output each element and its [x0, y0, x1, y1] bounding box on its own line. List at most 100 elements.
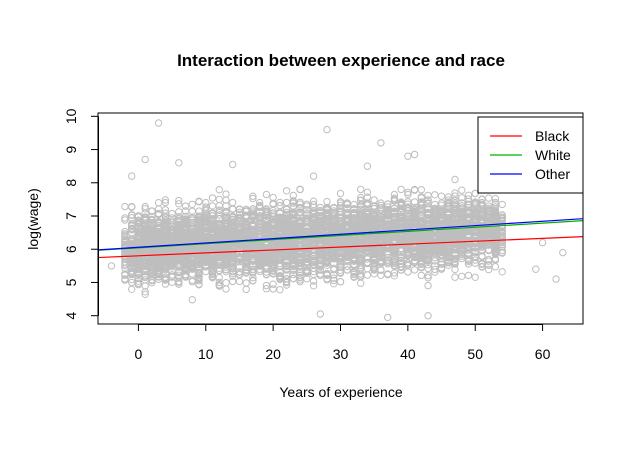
scatter-point: [168, 246, 176, 255]
scatter-point: [249, 209, 257, 217]
scatter-point: [485, 261, 493, 269]
scatter-point: [309, 197, 318, 205]
scatter-point: [336, 204, 345, 213]
scatter-point: [498, 229, 506, 238]
scatter-point: [262, 205, 271, 214]
scatter-point: [431, 204, 439, 213]
scatter-point: [121, 216, 129, 224]
scatter-point: [437, 247, 446, 255]
scatter-point: [404, 262, 412, 270]
scatter-point: [458, 186, 466, 194]
scatter-point: [256, 238, 264, 246]
scatter-point: [444, 198, 452, 206]
scatter-point: [161, 217, 170, 226]
scatter-point: [289, 254, 297, 262]
scatter-point: [350, 269, 358, 277]
scatter-point: [195, 234, 203, 242]
scatter-point: [215, 258, 224, 266]
scatter-point: [336, 278, 345, 286]
scatter-point: [357, 279, 365, 287]
scatter-point: [404, 268, 412, 276]
scatter-point: [262, 224, 271, 233]
scatter-point: [276, 286, 284, 294]
scatter-point: [437, 264, 446, 272]
scatter-point: [175, 213, 183, 221]
scatter-point: [249, 262, 257, 271]
scatter-point: [451, 189, 459, 197]
scatter-point: [195, 273, 203, 281]
scatter-point: [235, 217, 244, 226]
scatter-point: [121, 232, 129, 241]
scatter-point: [215, 206, 224, 214]
scatter-point: [384, 214, 392, 223]
scatter-point: [437, 250, 446, 259]
scatter-point: [175, 224, 183, 232]
scatter-point: [175, 256, 183, 264]
scatter-point: [148, 207, 156, 215]
scatter-point: [215, 240, 224, 248]
scatter-point: [296, 263, 304, 271]
scatter-point: [336, 220, 345, 228]
scatter-point: [417, 193, 425, 201]
scatter-point: [377, 239, 385, 247]
scatter-point: [390, 209, 399, 217]
scatter-point: [235, 252, 244, 261]
scatter-point: [424, 271, 432, 280]
scatter-point: [282, 281, 291, 289]
scatter-point: [498, 268, 506, 276]
scatter-point: [141, 231, 149, 239]
scatter-point: [249, 194, 257, 203]
scatter-point: [424, 274, 432, 282]
scatter-point: [181, 207, 190, 215]
scatter-point: [424, 230, 432, 238]
scatter-point: [296, 208, 304, 216]
scatter-point: [491, 255, 500, 263]
scatter-point: [242, 235, 250, 243]
scatter-point: [330, 280, 338, 288]
scatter-point: [410, 210, 419, 218]
scatter-point: [134, 277, 143, 285]
scatter-point: [222, 285, 230, 293]
scatter-point: [336, 262, 345, 271]
scatter-point: [256, 198, 264, 207]
scatter-point: [397, 254, 405, 262]
scatter-point: [424, 211, 432, 219]
scatter-point: [141, 266, 149, 275]
scatter-point: [303, 227, 311, 235]
scatter-point: [181, 202, 190, 210]
scatter-point: [296, 198, 304, 207]
scatter-point: [350, 260, 358, 268]
scatter-point: [458, 272, 466, 280]
scatter-point: [357, 185, 365, 194]
scatter-point: [168, 232, 176, 240]
scatter-point: [478, 252, 486, 260]
scatter-point: [431, 268, 439, 276]
scatter-point: [491, 198, 500, 207]
scatter-point: [175, 221, 183, 229]
scatter-point: [121, 202, 129, 211]
scatter-point: [323, 276, 331, 284]
scatter-point: [437, 258, 446, 266]
scatter-point: [262, 263, 271, 272]
scatter-point: [491, 240, 500, 248]
scatter-point: [464, 271, 473, 280]
scatter-point: [451, 273, 459, 281]
scatter-point: [208, 273, 217, 281]
scatter-point: [397, 185, 405, 194]
scatter-point: [417, 220, 425, 229]
scatter-point: [316, 266, 324, 274]
scatter-point: [188, 264, 197, 273]
scatter-point: [282, 198, 291, 207]
scatter-point: [141, 262, 149, 270]
scatter-point: [134, 280, 143, 289]
scatter-point: [282, 187, 291, 195]
scatter-point: [390, 190, 399, 199]
scatter-point: [242, 279, 250, 287]
scatter-point: [181, 261, 190, 270]
scatter-point: [161, 212, 170, 221]
scatter-point: [188, 278, 197, 286]
scatter-point: [134, 264, 143, 273]
scatter-point: [451, 260, 459, 268]
scatter-point: [141, 288, 149, 296]
scatter-point: [141, 290, 149, 298]
